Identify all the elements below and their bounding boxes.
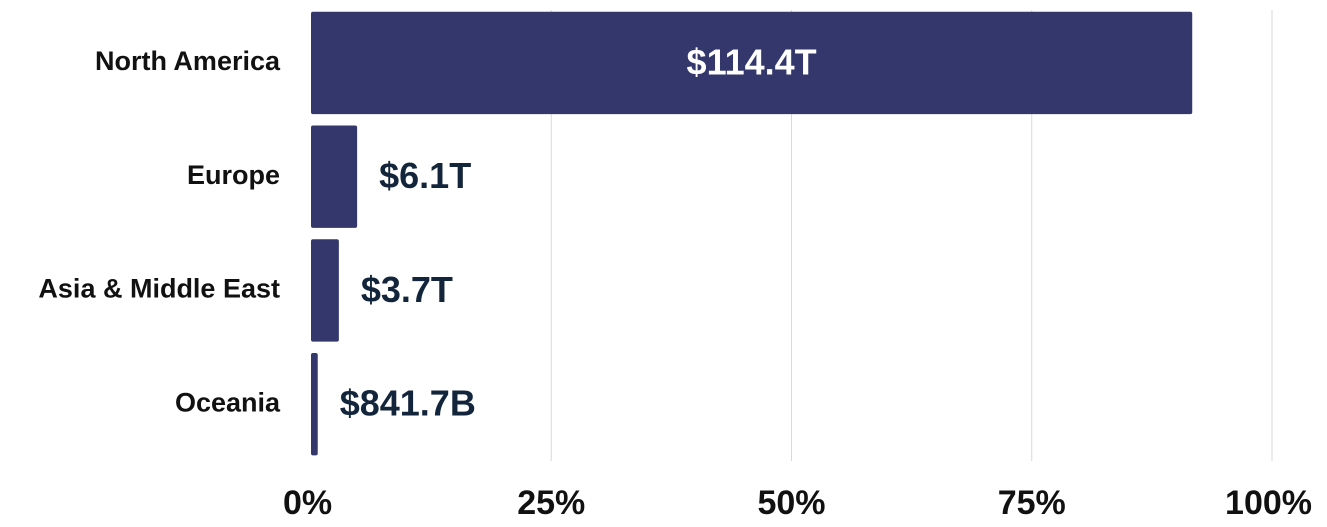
x-tick-label: 50% bbox=[757, 484, 825, 522]
value-label: $6.1T bbox=[379, 155, 471, 196]
value-label: $114.4T bbox=[687, 41, 817, 82]
category-label: Europe bbox=[187, 160, 280, 190]
category-label: Oceania bbox=[175, 387, 281, 417]
bar bbox=[311, 239, 339, 342]
category-label: Asia & Middle East bbox=[38, 274, 280, 304]
x-tick-label: 75% bbox=[998, 484, 1066, 522]
category-label: North America bbox=[95, 46, 281, 76]
x-tick-label: 100% bbox=[1225, 484, 1312, 522]
x-tick-label: 0% bbox=[283, 484, 332, 522]
x-tick-label: 25% bbox=[517, 484, 585, 522]
bar bbox=[311, 352, 318, 456]
bar bbox=[311, 125, 358, 228]
value-label: $3.7T bbox=[361, 269, 453, 310]
bar bbox=[311, 11, 1193, 115]
value-label: $841.7B bbox=[340, 383, 476, 424]
